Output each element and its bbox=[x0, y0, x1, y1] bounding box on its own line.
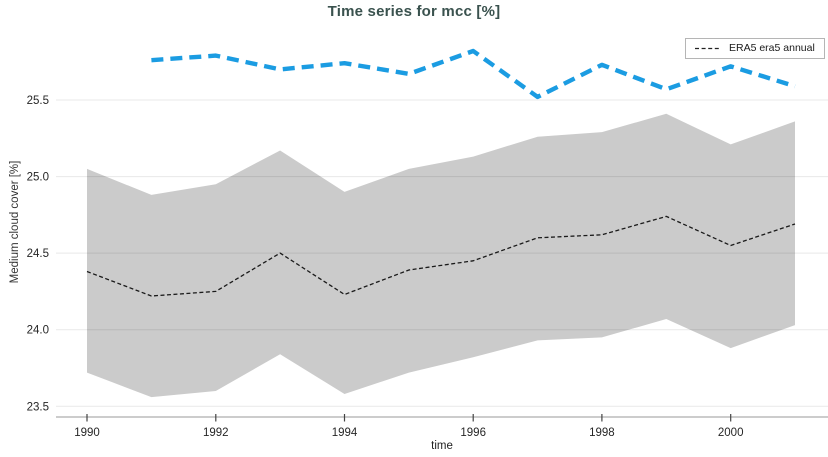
x-tick-label: 2000 bbox=[718, 427, 744, 439]
y-tick-label: 24.5 bbox=[27, 248, 49, 260]
x-axis-label: time bbox=[431, 440, 453, 452]
x-tick-label: 1990 bbox=[74, 427, 100, 439]
y-tick-label: 25.5 bbox=[27, 95, 49, 107]
legend: ERA5 era5 annual bbox=[685, 38, 825, 59]
uncertainty-band bbox=[87, 113, 795, 398]
y-tick-label: 23.5 bbox=[27, 401, 49, 413]
x-tick-label: 1992 bbox=[203, 427, 229, 439]
legend-label: ERA5 era5 annual bbox=[729, 42, 815, 54]
x-tick-label: 1994 bbox=[332, 427, 358, 439]
y-tick-label: 24.0 bbox=[27, 325, 49, 337]
chart-title: Time series for mcc [%] bbox=[327, 3, 501, 20]
era5-annual-line bbox=[86, 215, 796, 297]
x-tick-label: 1998 bbox=[589, 427, 615, 439]
x-tick-label: 1996 bbox=[460, 427, 486, 439]
y-tick-label: 25.0 bbox=[27, 172, 49, 184]
blue-dashed-line bbox=[151, 48, 796, 100]
y-axis-label: Medium cloud cover [%] bbox=[9, 160, 21, 284]
dashed-line-sample-icon bbox=[695, 47, 720, 49]
